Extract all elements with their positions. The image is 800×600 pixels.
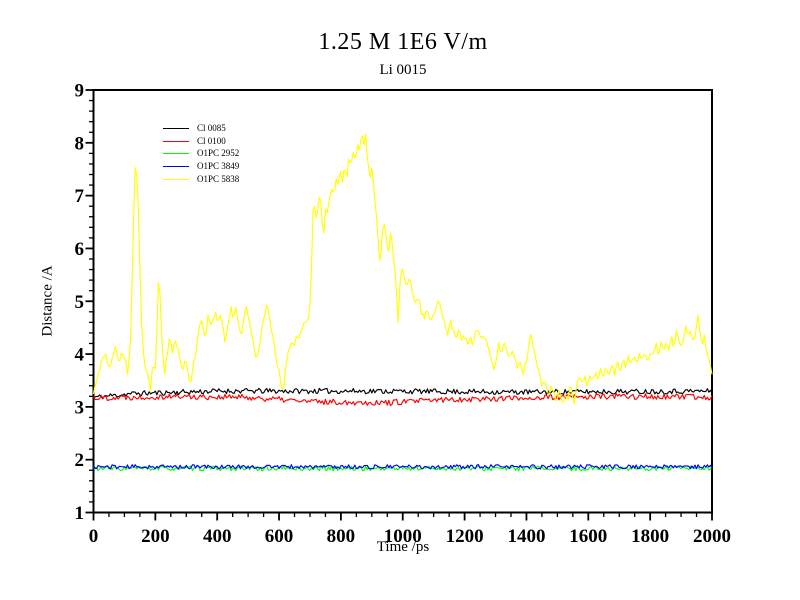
legend-item: Cl 0085	[163, 122, 239, 135]
y-tick-label: 1	[75, 503, 85, 524]
legend-item: Cl 0100	[163, 135, 239, 148]
legend-label: O1PC 5838	[197, 174, 240, 185]
x-tick-label: 600	[265, 526, 294, 547]
legend-label: O1PC 2952	[197, 148, 240, 159]
x-tick-label: 1800	[631, 526, 669, 547]
legend-label: Cl 0100	[197, 135, 226, 146]
x-tick-label: 200	[141, 526, 170, 547]
x-tick-label: 2000	[693, 526, 731, 547]
x-tick-label: 1000	[384, 526, 422, 547]
x-tick-label: 800	[327, 526, 356, 547]
legend-swatch-line	[163, 127, 189, 129]
x-tick-label: 400	[203, 526, 232, 547]
series-line-o1pc-3849	[92, 464, 713, 470]
series-line-cl-0100	[93, 393, 713, 406]
y-tick-label: 7	[75, 186, 85, 207]
y-tick-label: 3	[75, 397, 85, 418]
x-tick-label: 1600	[569, 526, 607, 547]
series-line-o1pc-5838	[92, 134, 713, 405]
x-tick-label: 1200	[446, 526, 484, 547]
legend-item: O1PC 2952	[163, 148, 239, 161]
legend-swatch-line	[163, 179, 189, 181]
chart-title: 1.25 M 1E6 V/m	[318, 29, 488, 55]
x-axis-title: Time /ps	[376, 539, 430, 555]
chart-subtitle: Li 0015	[379, 62, 427, 78]
legend: Cl 0085 Cl 0100 O1PC 2952 O1PC 3849 O1PC 583…	[163, 122, 239, 186]
series-line-cl-0085	[93, 387, 713, 400]
y-tick-label: 4	[75, 345, 85, 366]
legend-label: Cl 0085	[197, 122, 226, 133]
legend-swatch-line	[163, 153, 189, 155]
y-tick-label: 8	[75, 133, 85, 154]
legend-item: O1PC 5838	[163, 173, 239, 186]
y-axis-title: Distance /A	[39, 265, 56, 337]
legend-item: O1PC 3849	[163, 160, 239, 173]
legend-swatch-line	[163, 166, 189, 168]
legend-label: O1PC 3849	[197, 161, 240, 172]
y-tick-label: 9	[75, 81, 85, 102]
y-tick-label: 6	[75, 239, 85, 260]
x-tick-label: 1400	[507, 526, 545, 547]
legend-swatch-line	[163, 140, 189, 142]
x-tick-label: 0	[89, 526, 99, 547]
y-tick-label: 5	[75, 292, 85, 313]
y-tick-label: 2	[75, 450, 85, 471]
